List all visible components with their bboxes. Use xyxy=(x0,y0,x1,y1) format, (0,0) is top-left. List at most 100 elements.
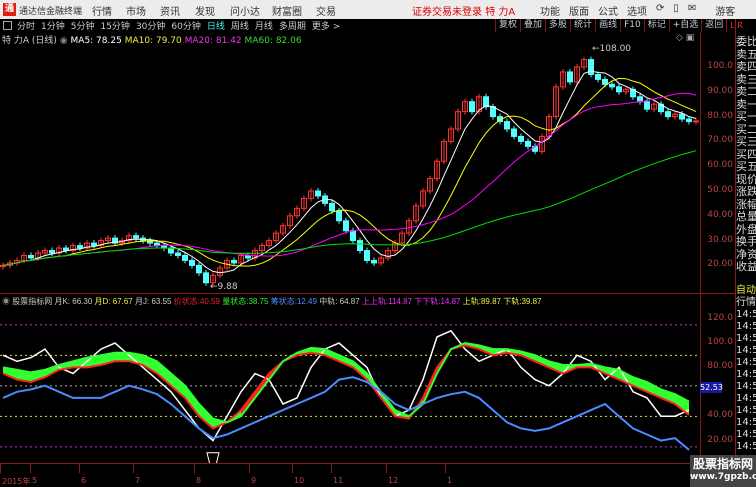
settings-icon[interactable]: ◉ xyxy=(59,36,68,46)
candlestick-chart[interactable]: ←108.00 ←9.88 xyxy=(0,42,700,292)
y-tick-label: 90.00 xyxy=(707,85,733,96)
quote-row-label: 买一 xyxy=(736,110,756,123)
state-band-fill xyxy=(45,364,59,378)
quote-row-label: 外盘 xyxy=(736,222,756,236)
watermark-line2: www.7gpzb.com xyxy=(690,472,756,482)
settings-icon[interactable]: ◉ xyxy=(2,297,10,306)
price-state-value: 40.59 xyxy=(199,297,220,306)
candle xyxy=(553,86,559,118)
candle xyxy=(84,242,90,249)
period-5min[interactable]: 5分钟 xyxy=(70,22,95,32)
menu-news[interactable]: 资讯 xyxy=(160,7,180,18)
price-state-label: 价状态: xyxy=(173,297,200,306)
upper2-label: 上上轨: xyxy=(361,297,389,306)
menu-trade[interactable]: 交易 xyxy=(316,7,336,18)
lower-value: 39.87 xyxy=(521,297,542,306)
quote-panel: 委比 卖五 卖四 卖三 卖二 卖一 买一 买二 买三 买四 买五 现价 涨跌 涨幅 总量 外盘 换手 净资 收益 xyxy=(736,35,756,274)
upper-value: 89.87 xyxy=(480,297,502,306)
candle xyxy=(350,230,356,242)
candle xyxy=(602,78,608,85)
adjust-button[interactable]: 复权 xyxy=(495,19,520,32)
candle xyxy=(623,88,629,93)
period-15min[interactable]: 15分钟 xyxy=(100,22,130,32)
draw-button[interactable]: 画线 xyxy=(595,19,620,32)
watermark-line1: 股票指标网 xyxy=(692,457,753,471)
period-monthly[interactable]: 月线 xyxy=(254,22,273,32)
period-weekly[interactable]: 周线 xyxy=(230,22,249,32)
period-60min[interactable]: 60分钟 xyxy=(171,22,201,32)
diamond-icon[interactable]: ◇ ▣ xyxy=(676,33,695,43)
tick-time: 14:56 xyxy=(736,321,756,332)
candle xyxy=(21,254,27,261)
ma10-line xyxy=(2,77,697,267)
quote-row-label: 涨跌 xyxy=(736,185,756,198)
multi-stock-button[interactable]: 多股 xyxy=(545,19,570,32)
tick-time: 14:56 xyxy=(736,441,756,452)
candle xyxy=(203,272,209,284)
period-tick[interactable]: 分时 xyxy=(17,22,36,32)
menu-discover[interactable]: 发现 xyxy=(195,7,215,18)
user-label[interactable]: 游客 xyxy=(715,7,736,18)
upper-label: 上轨: xyxy=(462,297,481,306)
panel-toggle-icon[interactable] xyxy=(3,21,12,30)
quote-row-label: 卖二 xyxy=(736,85,756,98)
menu-ask[interactable]: 问小达 xyxy=(230,7,260,18)
stats-button[interactable]: 统计 xyxy=(570,19,595,32)
quote-row-label: 卖五 xyxy=(736,47,756,61)
menu-function[interactable]: 功能 xyxy=(540,7,560,18)
menu-wealth[interactable]: 财富圈 xyxy=(272,7,302,18)
candle xyxy=(28,254,34,259)
candle xyxy=(245,254,251,259)
menu-options[interactable]: 选项 xyxy=(627,7,647,18)
menu-market[interactable]: 市场 xyxy=(126,7,146,18)
tick-panel: 自动 行情 14:5614:5614:5614:5614:5614:5614:5… xyxy=(736,285,756,453)
menu-formula[interactable]: 公式 xyxy=(598,7,618,18)
lower-label: 下轨: xyxy=(503,297,522,306)
indicator-chart[interactable] xyxy=(0,308,700,463)
quote-label[interactable]: 行情 xyxy=(736,297,756,308)
candle xyxy=(329,202,335,212)
quote-row-label: 买三 xyxy=(736,135,756,148)
candle xyxy=(378,257,384,264)
period-more[interactable]: 更多 > xyxy=(311,22,341,32)
auto-label[interactable]: 自动 xyxy=(736,285,756,296)
series-line-2 xyxy=(2,341,690,424)
mark-button[interactable]: 标记 xyxy=(643,19,669,32)
period-30min[interactable]: 30分钟 xyxy=(135,22,166,32)
login-status[interactable]: 证券交易未登录 特 力A xyxy=(412,3,515,18)
state-band-fill xyxy=(325,349,339,362)
period-multi[interactable]: 多周期 xyxy=(278,22,306,32)
menu-quotes[interactable]: 行情 xyxy=(92,7,112,18)
lr-toggle[interactable]: L R xyxy=(726,19,746,32)
candle xyxy=(175,252,181,256)
x-tick-label: 11 xyxy=(333,476,344,485)
add-watchlist-button[interactable]: +自选 xyxy=(668,19,702,32)
period-1min[interactable]: 1分钟 xyxy=(41,22,65,32)
candle xyxy=(126,235,132,242)
overlay-button[interactable]: 叠加 xyxy=(520,19,545,32)
app-logo-icon: 通 xyxy=(3,3,16,16)
tick-time: 14:56 xyxy=(736,405,756,416)
chart-title: 特 力A (日线) xyxy=(2,36,57,46)
candle xyxy=(210,274,216,284)
tick-time: 14:56 xyxy=(736,309,756,320)
y-tick-label: 60.00 xyxy=(707,160,733,171)
candle xyxy=(651,103,657,110)
candle xyxy=(357,240,363,252)
candle xyxy=(371,259,377,264)
phone-icon[interactable]: ▯ xyxy=(673,3,679,14)
y-tick-label: 70.00 xyxy=(707,135,733,146)
message-icon[interactable]: ✉ xyxy=(687,3,697,14)
refresh-icon[interactable]: ⟳ xyxy=(656,3,665,14)
x-tick-label: 6 xyxy=(81,476,87,485)
back-button[interactable]: 返回 xyxy=(701,19,726,32)
candle xyxy=(525,140,531,147)
candle xyxy=(238,254,244,264)
period-daily[interactable]: 日线 xyxy=(206,22,225,32)
menu-layout[interactable]: 版面 xyxy=(569,7,589,18)
indicator-name[interactable]: 股票指标网 xyxy=(12,297,53,306)
candle xyxy=(616,86,622,93)
quote-row-label: 现价 xyxy=(736,172,756,186)
candle xyxy=(427,178,433,192)
f10-button[interactable]: F10 xyxy=(620,19,644,32)
